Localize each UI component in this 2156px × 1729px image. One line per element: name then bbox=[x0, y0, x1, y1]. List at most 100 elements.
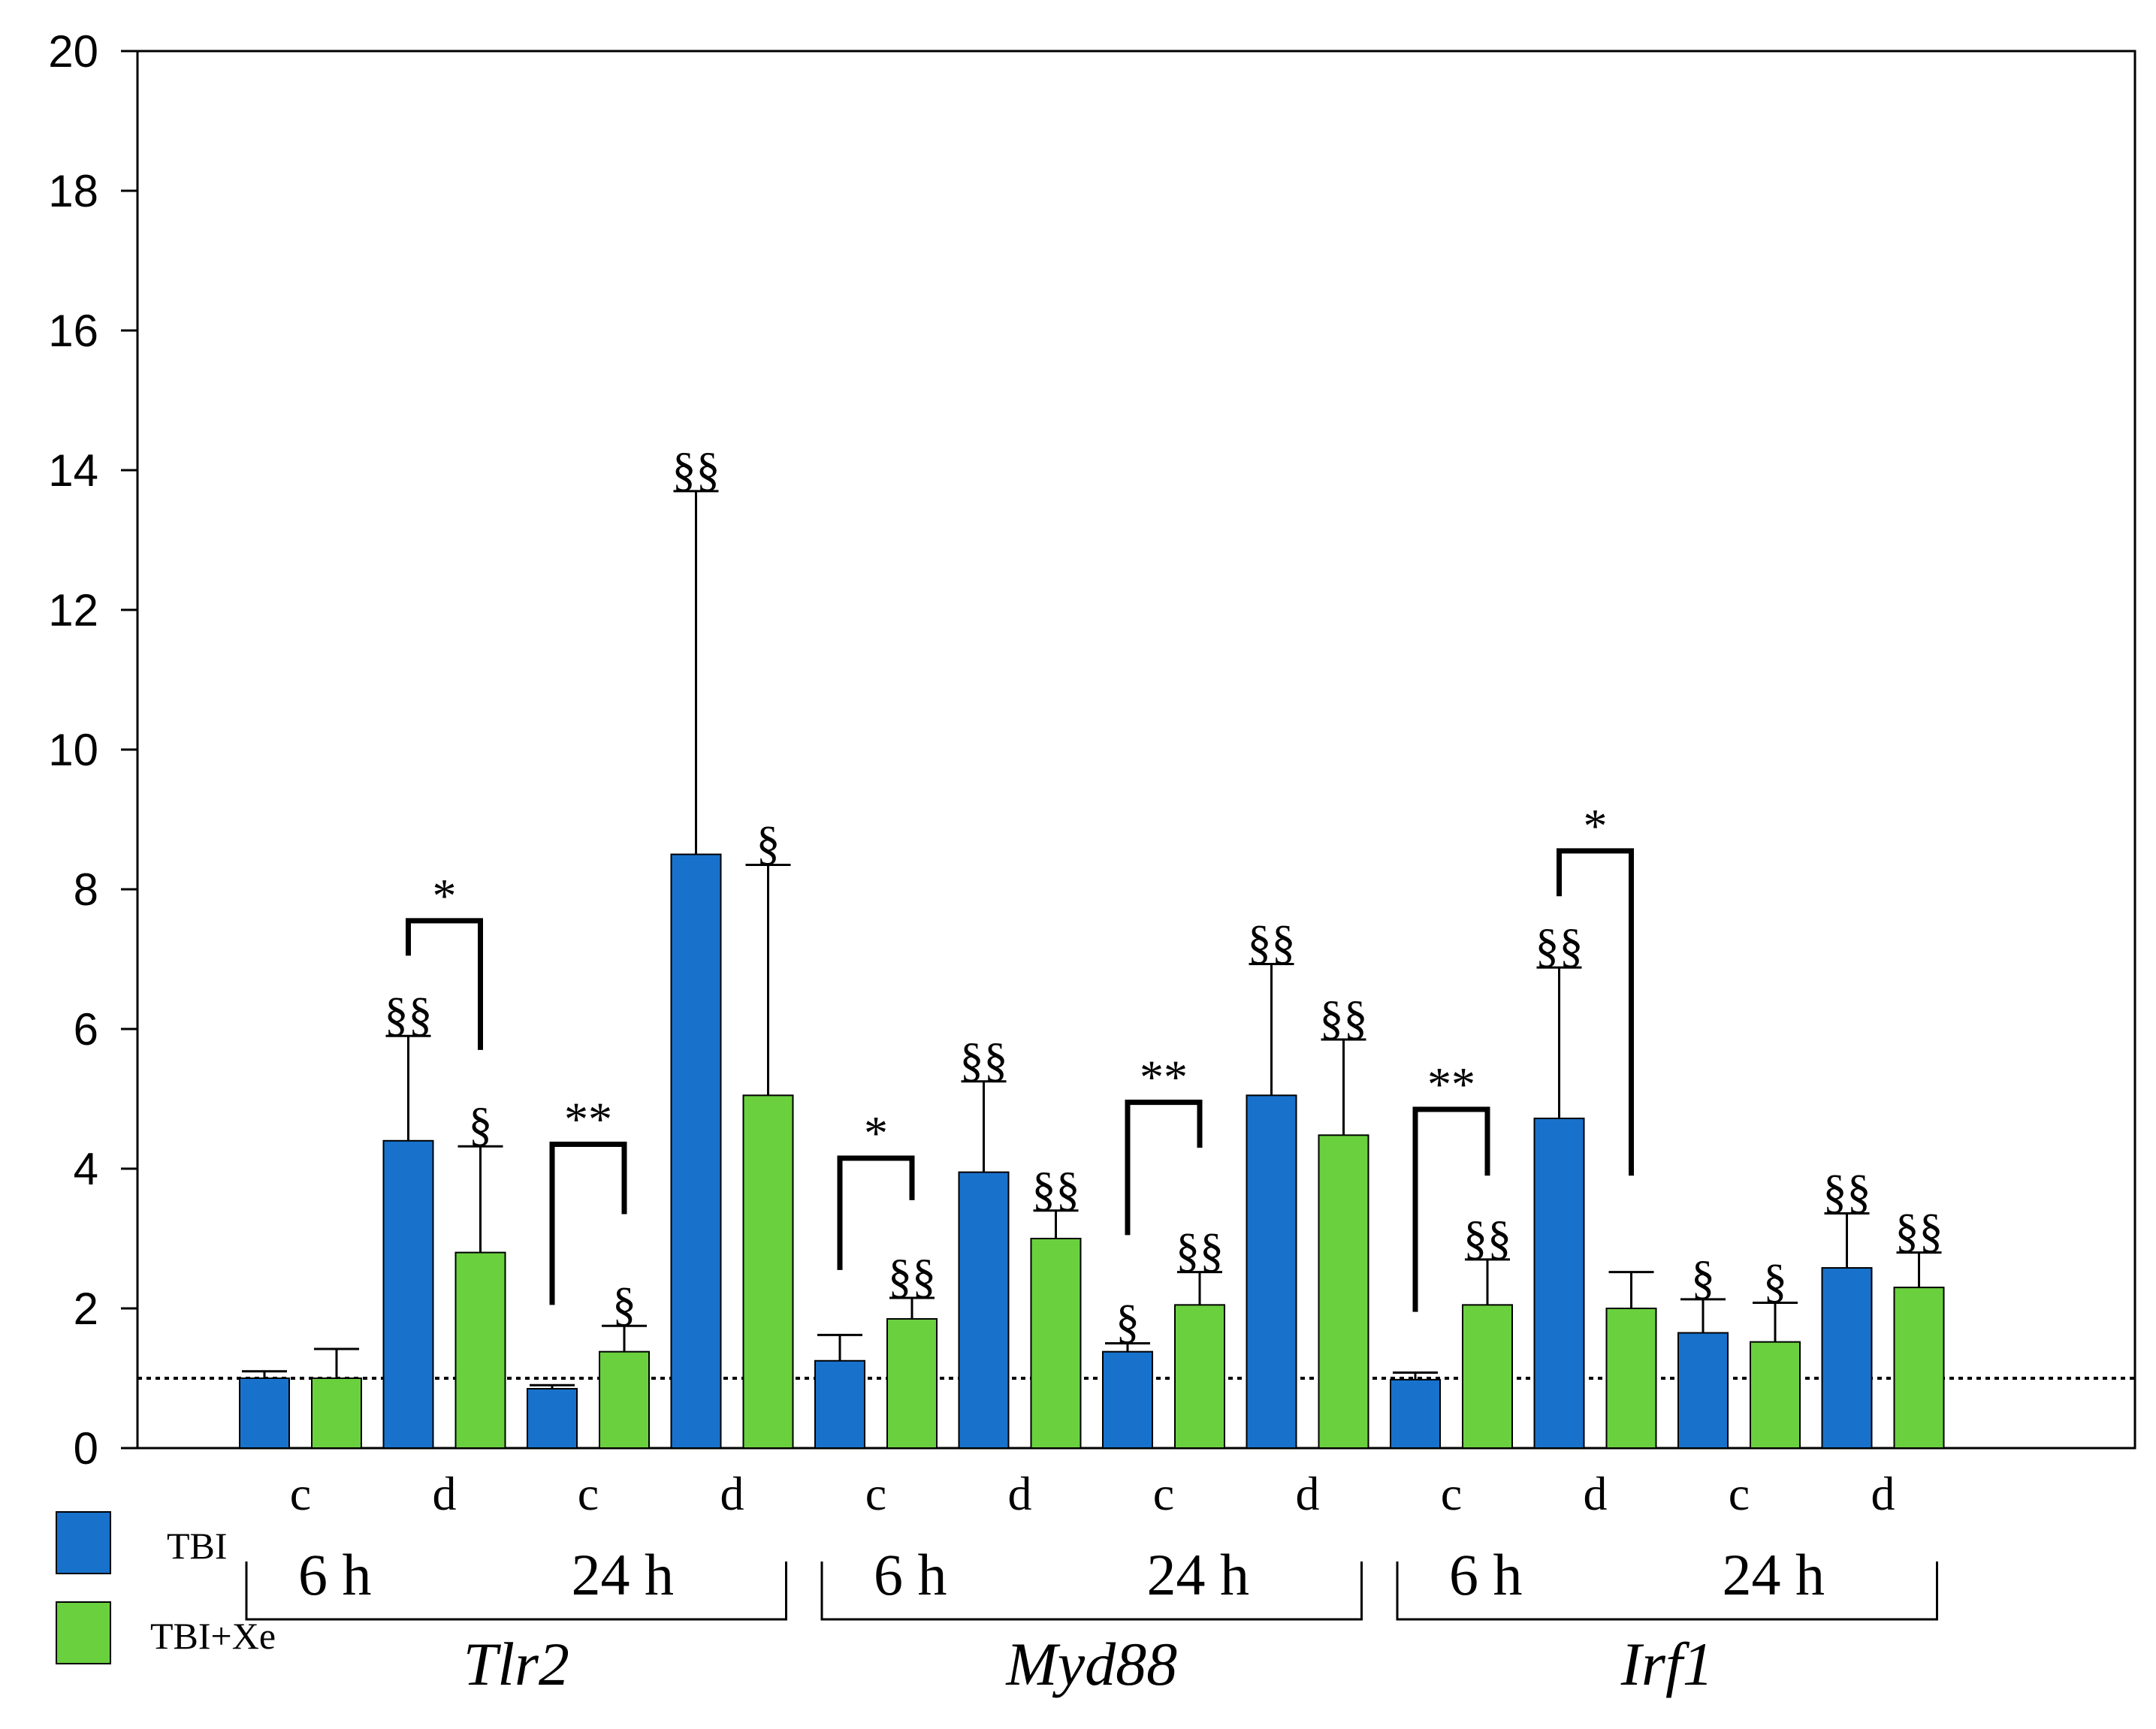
bar-tbi-xe bbox=[311, 1377, 362, 1449]
bar-tbi bbox=[1677, 1332, 1729, 1450]
bar-tbi-xe bbox=[742, 1094, 794, 1449]
bar-tbi bbox=[527, 1387, 578, 1449]
bar-tbi bbox=[1821, 1267, 1873, 1450]
y-tick-label: 6 bbox=[74, 1004, 98, 1055]
region-label: d bbox=[1584, 1467, 1608, 1520]
bar-tbi-xe bbox=[1318, 1134, 1369, 1449]
significance-mark: §§ bbox=[1032, 1162, 1080, 1215]
significance-mark: § bbox=[1691, 1251, 1715, 1304]
region-label: c bbox=[578, 1467, 599, 1520]
significance-mark: § bbox=[612, 1277, 636, 1330]
significance-mark: §§ bbox=[1176, 1224, 1224, 1277]
bar-tbi bbox=[670, 853, 722, 1449]
gene-label: Myd88 bbox=[1005, 1630, 1177, 1698]
significance-mark: §§ bbox=[1463, 1211, 1511, 1264]
legend-swatch-tbi-xe bbox=[56, 1601, 111, 1664]
y-tick-label: 12 bbox=[48, 585, 98, 635]
bar-tbi-xe bbox=[1750, 1341, 1801, 1450]
comparison-bracket bbox=[1412, 1106, 1490, 1312]
significance-mark: §§ bbox=[1895, 1204, 1943, 1257]
significance-mark: §§ bbox=[1823, 1165, 1871, 1218]
comparison-stars: * bbox=[433, 869, 457, 922]
comparison-stars: ** bbox=[564, 1092, 612, 1145]
bar-tbi-xe bbox=[454, 1251, 506, 1449]
y-tick-label: 16 bbox=[48, 306, 98, 356]
region-label: d bbox=[720, 1467, 744, 1520]
legend: TBI TBI+Xe bbox=[56, 1511, 276, 1664]
bar-tbi bbox=[1246, 1094, 1297, 1449]
significance-mark: §§ bbox=[1248, 916, 1296, 969]
region-label: d bbox=[1871, 1467, 1895, 1520]
region-label: c bbox=[1729, 1467, 1750, 1520]
comparison-stars: ** bbox=[1427, 1058, 1475, 1111]
bar-tbi-xe bbox=[1030, 1238, 1082, 1449]
bar-tbi bbox=[958, 1171, 1010, 1450]
region-label: c bbox=[1441, 1467, 1462, 1520]
y-tick-label: 18 bbox=[48, 166, 98, 216]
bar-tbi-xe bbox=[1893, 1287, 1945, 1449]
comparison-stars: ** bbox=[1140, 1051, 1188, 1104]
time-label: 6 h bbox=[298, 1542, 372, 1607]
comparison-stars: * bbox=[864, 1106, 888, 1160]
significance-mark: §§ bbox=[888, 1249, 936, 1302]
legend-label: TBI+Xe bbox=[150, 1615, 276, 1657]
significance-mark: § bbox=[469, 1097, 493, 1151]
gene-bracket bbox=[245, 1562, 787, 1621]
time-label: 24 h bbox=[572, 1542, 675, 1607]
gene-bracket bbox=[820, 1562, 1363, 1621]
significance-mark: §§ bbox=[385, 987, 433, 1040]
bar-tbi-xe bbox=[1462, 1304, 1513, 1449]
comparison-bracket bbox=[1557, 848, 1634, 1176]
bar-tbi-xe bbox=[1174, 1304, 1225, 1449]
region-label: d bbox=[1008, 1467, 1032, 1520]
bar-tbi bbox=[1533, 1118, 1585, 1450]
significance-mark: § bbox=[1116, 1295, 1140, 1348]
region-label: c bbox=[1153, 1467, 1174, 1520]
significance-mark: §§ bbox=[960, 1033, 1008, 1086]
y-tick-label: 8 bbox=[74, 864, 98, 915]
gene-bracket bbox=[1396, 1562, 1938, 1621]
time-label: 24 h bbox=[1147, 1542, 1250, 1607]
time-label: 6 h bbox=[874, 1542, 947, 1607]
region-label: d bbox=[433, 1467, 457, 1520]
y-tick-label: 2 bbox=[74, 1284, 98, 1334]
comparison-bracket bbox=[549, 1141, 627, 1305]
bar-tbi bbox=[814, 1359, 865, 1449]
bar-tbi bbox=[239, 1377, 290, 1449]
significance-mark: § bbox=[756, 816, 781, 869]
y-tick-label: 14 bbox=[48, 445, 98, 496]
significance-mark: §§ bbox=[1320, 991, 1368, 1044]
bar-tbi bbox=[1390, 1378, 1441, 1449]
y-tick-label: 0 bbox=[74, 1423, 98, 1474]
legend-swatch-tbi bbox=[56, 1511, 111, 1574]
time-label: 24 h bbox=[1723, 1542, 1825, 1607]
significance-mark: § bbox=[1763, 1254, 1787, 1308]
gene-label: Tlr2 bbox=[464, 1630, 569, 1698]
region-label: c bbox=[865, 1467, 886, 1520]
legend-label: TBI bbox=[167, 1525, 228, 1567]
bar-tbi-xe bbox=[886, 1317, 938, 1449]
y-tick-label: 4 bbox=[74, 1144, 98, 1194]
comparison-bracket bbox=[837, 1155, 915, 1270]
significance-mark: §§ bbox=[672, 442, 720, 496]
bars-layer: §§§§§§§§§ §§§§§§§§§§§§§§§§§§§§§ bbox=[239, 442, 1945, 1450]
axes: 0 2 4 6 8 10 12 14 16 18 20 bbox=[48, 26, 2136, 1474]
bar-tbi-xe bbox=[1605, 1308, 1657, 1449]
bar-tbi bbox=[382, 1139, 434, 1450]
significance-layer: *** *** *** bbox=[406, 799, 1634, 1312]
significance-mark: §§ bbox=[1535, 919, 1584, 972]
gene-label: Irf1 bbox=[1620, 1630, 1714, 1698]
bar-tbi bbox=[1102, 1350, 1153, 1450]
comparison-bracket bbox=[1125, 1100, 1203, 1236]
comparison-stars: * bbox=[1584, 799, 1608, 852]
comparison-bracket bbox=[406, 918, 483, 1050]
y-tick-label: 10 bbox=[48, 725, 98, 775]
bar-tbi-xe bbox=[599, 1350, 650, 1450]
time-label: 6 h bbox=[1449, 1542, 1523, 1607]
region-label: c bbox=[290, 1467, 311, 1520]
plot-frame bbox=[136, 50, 2136, 1450]
region-label: d bbox=[1296, 1467, 1320, 1520]
y-tick-label: 20 bbox=[48, 26, 98, 77]
